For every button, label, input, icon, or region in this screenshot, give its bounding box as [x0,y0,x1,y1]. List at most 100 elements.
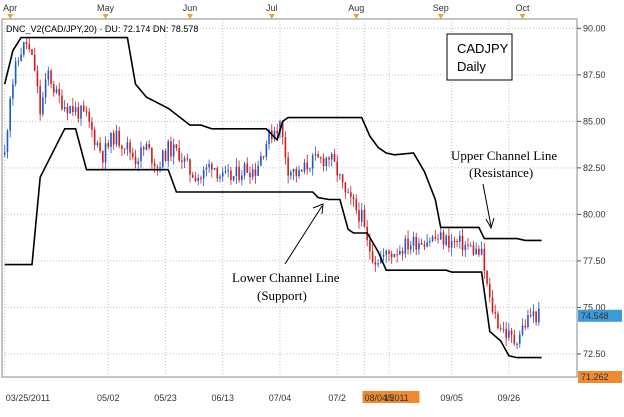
month-label: Jul [266,3,278,13]
candle-up [55,88,58,93]
candle-up [418,243,420,250]
candle-down [336,161,338,176]
candle-up [47,70,50,80]
candle-up [516,343,518,345]
month-label: Jun [183,3,198,13]
lower-annotation-line-2: (Support) [257,288,307,303]
candle-up [104,143,107,163]
month-label: Apr [3,3,17,13]
candle-down [36,70,39,86]
candle-down [317,154,319,158]
candle-down [456,241,458,243]
candle-up [303,162,306,172]
y-tick-label: 90.00 [583,23,606,33]
x-tick-highlight [362,391,420,403]
candle-down [148,144,150,148]
lower-channel-line [4,128,542,359]
candle-down [129,142,131,153]
candle-down [178,147,180,161]
candle-up [521,325,524,335]
candle-down [369,240,371,252]
candle-up [268,130,270,145]
candle-down [25,42,28,45]
candle-up [464,244,467,251]
candle-down [505,328,507,338]
y-tick-label: 85.00 [583,116,606,126]
candle-up [42,97,44,115]
candle-up [235,166,238,177]
candle-down [341,174,344,183]
candle-down [142,147,145,150]
upper-annotation-line-1: Upper Channel Line [451,148,557,163]
candle-down [194,177,197,182]
x-tick-label: 08/04/2011 [364,393,408,403]
candle-up [197,177,200,182]
candle-up [221,172,224,177]
candle-down [322,158,325,167]
candle-up [257,165,259,176]
candle-up [518,334,521,344]
lower-annotation-line-1: Lower Channel Line [232,270,340,285]
candle-down [461,235,464,251]
candle-up [314,154,317,156]
candle-up [426,242,428,247]
candle-up [23,42,25,55]
candle-up [145,144,148,150]
candle-down [33,54,36,71]
channels [3,36,542,359]
x-tick-label: 15 [384,393,394,403]
y-tick-label: 72.50 [583,349,606,359]
candle-up [347,192,349,194]
candle-down [371,251,374,262]
price-tag-label: 74.548 [581,311,609,321]
candle-up [273,130,276,140]
candle-up [532,311,535,317]
candle-up [439,232,442,240]
candle-down [50,70,52,85]
candle-up [74,107,77,112]
candle-up [159,167,161,169]
candle-up [110,132,112,147]
candle-down [306,162,309,170]
candle-up [96,142,99,146]
candle-up [292,168,295,172]
candle-up [227,170,229,172]
candle-down [415,236,418,250]
candle-up [431,236,434,242]
candle-down [102,151,104,163]
candle-down [497,313,499,329]
candle-down [396,254,398,256]
candle-up [115,130,118,145]
month-marker [187,14,194,19]
candle-down [93,129,96,146]
candle-down [453,240,456,242]
candle-down [61,95,63,110]
candle-down [112,132,115,145]
candle-down [442,232,445,245]
price-tag [578,371,622,383]
candle-down [121,145,123,149]
candle-down [281,121,284,138]
candle-down [483,248,486,271]
candle-down [499,328,502,330]
candle-up [9,98,11,131]
candle-down [31,49,33,55]
candle-down [181,160,183,162]
candle-down [390,253,393,258]
candle-up [126,142,129,150]
candle-down [85,111,88,113]
candle-up [3,152,6,155]
candle-down [211,163,213,170]
candle-up [475,248,477,255]
month-marker [519,14,526,19]
candle-up [6,130,9,153]
x-tick-label: 09/26 [498,393,521,403]
x-tick-label: 05/02 [97,393,120,403]
candle-up [260,156,262,166]
candle-up [502,328,505,330]
candle-up [232,176,235,180]
candle-up [12,84,14,99]
month-marker [353,14,360,19]
candle-down [420,243,423,245]
